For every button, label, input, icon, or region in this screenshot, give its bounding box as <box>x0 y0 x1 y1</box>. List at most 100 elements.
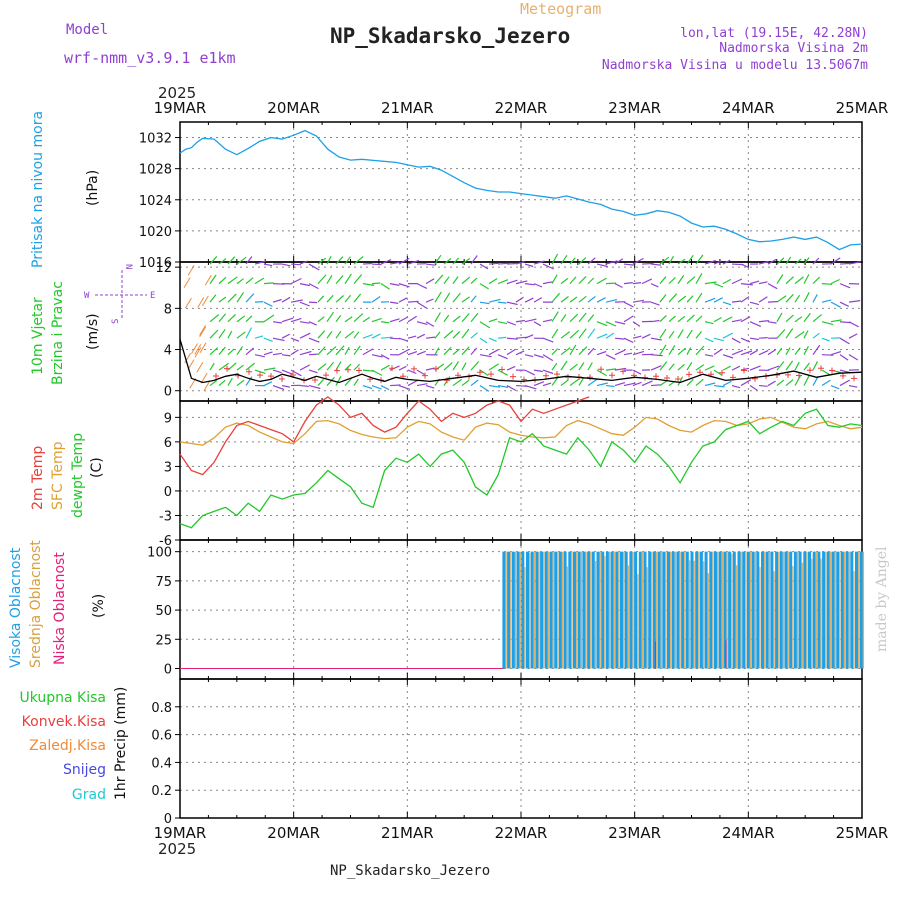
wind-vector <box>614 283 623 289</box>
wind-vector <box>794 361 800 371</box>
wind-vector <box>803 346 809 355</box>
wind-vector <box>677 275 685 284</box>
wind-vector <box>263 381 273 387</box>
wind-vector <box>722 365 731 371</box>
wind-vector <box>398 316 409 323</box>
wind-vector <box>308 263 320 271</box>
wind-vector <box>758 350 769 356</box>
y-tick-label: 100 <box>147 546 172 561</box>
wind-vector <box>785 293 794 303</box>
wind-vector <box>299 350 312 356</box>
wind-vector <box>335 295 344 303</box>
bottom-date-label: 23MAR <box>608 824 661 842</box>
wind-vector <box>299 260 308 265</box>
wind-vector <box>767 258 777 265</box>
wind-vector <box>749 385 758 391</box>
wind-vector <box>398 283 410 288</box>
wind-vector <box>605 321 617 327</box>
wind-vector <box>524 263 534 268</box>
wind-vector <box>506 301 518 306</box>
wind-vector <box>560 296 569 303</box>
wind-vector <box>236 331 246 339</box>
wind-vector <box>524 297 534 303</box>
y-tick-label: 9 <box>164 411 172 426</box>
wind-vector <box>686 276 696 285</box>
wind-vector <box>731 319 742 323</box>
y-tick-label: 1020 <box>139 225 172 240</box>
wind-vector <box>389 283 400 286</box>
wind-vector <box>677 329 684 339</box>
wind-vector <box>236 379 245 387</box>
wind-vector <box>488 278 498 285</box>
wind-vector <box>263 263 273 267</box>
wind-vector <box>236 292 244 303</box>
wind-vector <box>596 369 607 377</box>
wind-vector <box>749 321 762 327</box>
wind-vector <box>776 257 785 265</box>
wind-vector <box>209 347 219 356</box>
wind-vector <box>227 348 235 356</box>
wind-vector <box>722 380 732 387</box>
wind-vector <box>650 384 661 387</box>
wind-vector <box>209 362 215 371</box>
wind-vector <box>209 329 219 339</box>
compass-north: N <box>123 264 133 269</box>
wind-vector <box>479 263 489 270</box>
wind-vector <box>353 331 360 339</box>
wind-vector <box>254 277 265 285</box>
wind-vector <box>506 337 518 340</box>
wind-vector <box>695 345 705 356</box>
wind-vector <box>839 321 852 324</box>
wind-vector <box>245 277 254 285</box>
top-date-label: 22MAR <box>495 99 548 117</box>
wind-vector <box>299 283 310 287</box>
wind-vector <box>596 297 606 303</box>
gust-marker <box>356 367 362 374</box>
wind-vector <box>497 336 507 339</box>
wind-vector <box>317 316 325 323</box>
wind-vector <box>416 369 425 376</box>
wind-vector <box>722 354 734 359</box>
wind-vector <box>470 332 478 339</box>
wind-unit: (m/s) <box>85 313 101 350</box>
wind-vector <box>722 316 733 323</box>
wind-vector <box>515 319 525 323</box>
wind-vector <box>362 333 374 339</box>
wind-vector <box>299 364 310 371</box>
wind-vector <box>803 330 809 339</box>
wind-vector <box>200 372 208 384</box>
wind-vector <box>203 380 211 391</box>
wind-vector <box>704 321 714 325</box>
wind-vector <box>371 282 381 285</box>
wind-vector <box>299 301 310 307</box>
wind-vector <box>497 384 509 388</box>
wind-vector <box>272 352 282 356</box>
wind-vector <box>533 354 544 359</box>
pressure-line <box>179 129 863 251</box>
wind-vector <box>686 254 694 265</box>
wind-vector <box>281 317 294 323</box>
wind-vector <box>272 369 282 374</box>
wind-vector <box>578 328 587 339</box>
wind-vector <box>470 347 478 356</box>
wind-vector <box>542 337 554 343</box>
wind-vector <box>488 262 500 265</box>
wind-vector <box>263 367 276 371</box>
wind-vector <box>380 354 390 360</box>
wind-vector <box>398 297 408 303</box>
wind-vector <box>713 260 722 265</box>
footer-station: NP_Skadarsko_Jezero <box>330 863 490 879</box>
wind-vector <box>722 259 731 265</box>
wind-vector <box>551 362 558 371</box>
wind-vector <box>596 277 607 285</box>
wind-vector <box>199 342 207 354</box>
wind-vector <box>380 364 390 371</box>
wind-vector <box>254 335 264 339</box>
wind-vector <box>578 312 587 323</box>
wind-vector <box>830 351 842 356</box>
wind-vector <box>470 379 479 387</box>
wind-vector <box>605 299 618 303</box>
wind-vector <box>506 385 517 392</box>
wind-vector <box>227 313 236 323</box>
wind-vector <box>704 337 714 343</box>
